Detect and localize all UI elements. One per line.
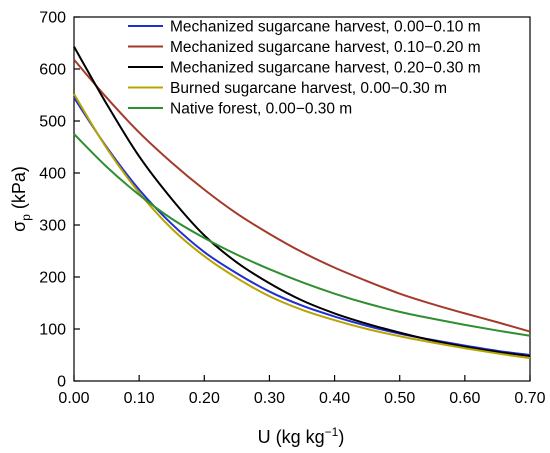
x-axis-title: U (kg kg−1) xyxy=(258,425,345,447)
y-axis-title: σp (kPa) xyxy=(9,166,33,232)
x-axis-title-superscript: −1 xyxy=(325,425,339,439)
y-tick-label: 100 xyxy=(39,322,66,339)
legend-entry-2: Mechanized sugarcane harvest, 0.10−0.20 … xyxy=(128,39,481,56)
series-line-5 xyxy=(73,133,531,337)
legend-label: Mechanized sugarcane harvest, 0.20−0.30 … xyxy=(170,60,481,77)
y-tick-label: 0 xyxy=(57,374,66,391)
y-tick-label: 700 xyxy=(39,10,66,27)
legend-label: Mechanized sugarcane harvest, 0.00−0.10 … xyxy=(170,19,481,36)
y-tick-label: 300 xyxy=(39,218,66,235)
x-tick-label: 0.70 xyxy=(514,390,545,407)
x-tick-label: 0.60 xyxy=(449,390,480,407)
legend: Mechanized sugarcane harvest, 0.00−0.10 … xyxy=(128,19,481,118)
legend-label: Native forest, 0.00−0.30 m xyxy=(170,101,352,118)
x-tick-label: 0.50 xyxy=(384,390,415,407)
plot-frame xyxy=(73,16,531,382)
legend-label: Burned sugarcane harvest, 0.00−0.30 m xyxy=(170,80,447,97)
series-lines xyxy=(73,46,531,360)
series-line-2 xyxy=(73,58,531,333)
plot-area xyxy=(73,16,531,382)
legend-entry-3: Mechanized sugarcane harvest, 0.20−0.30 … xyxy=(128,60,481,77)
legend-entry-1: Mechanized sugarcane harvest, 0.00−0.10 … xyxy=(128,19,481,36)
x-tick-label: 0.10 xyxy=(124,390,155,407)
y-tick-label: 200 xyxy=(39,270,66,287)
x-tick-label: 0.40 xyxy=(319,390,350,407)
x-tick-label: 0.20 xyxy=(189,390,220,407)
y-tick-label: 600 xyxy=(39,62,66,79)
axes: 0.00 0.10 0.20 0.30 0.40 0.50 0.60 0.70 0 100 200 3… xyxy=(39,10,545,408)
y-axis-title-subscript: p xyxy=(19,214,33,221)
series-line-3 xyxy=(73,46,531,358)
x-tick-label: 0.30 xyxy=(254,390,285,407)
legend-entry-5: Native forest, 0.00−0.30 m xyxy=(128,101,352,118)
x-tick-label: 0.00 xyxy=(58,390,89,407)
y-tick-label: 400 xyxy=(39,166,66,183)
series-line-4 xyxy=(73,93,531,360)
legend-entry-4: Burned sugarcane harvest, 0.00−0.30 m xyxy=(128,80,447,97)
y-tick-label: 500 xyxy=(39,114,66,131)
legend-label: Mechanized sugarcane harvest, 0.10−0.20 … xyxy=(170,39,481,56)
